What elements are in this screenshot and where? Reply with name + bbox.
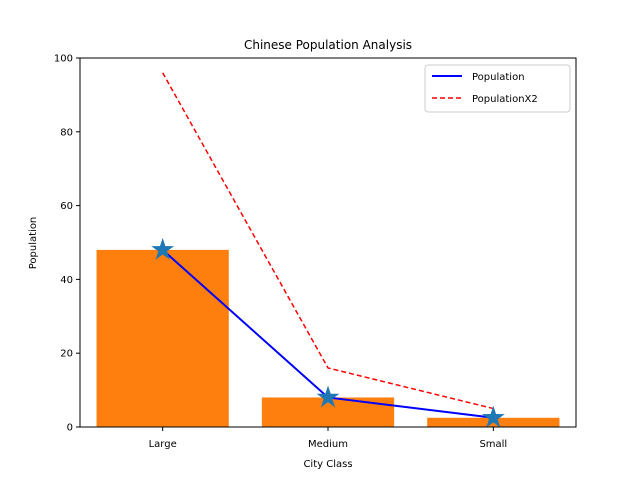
legend: Population PopulationX2 [424, 64, 571, 113]
y-tick-label-20: 20 [60, 349, 73, 360]
y-tick-label-0: 0 [67, 423, 73, 434]
y-tick-label-40: 40 [60, 275, 73, 286]
star-marker-large [151, 237, 175, 260]
bar-large [96, 249, 229, 427]
y-axis: 0 20 40 60 80 100 [54, 54, 80, 434]
star-marker-small [481, 405, 505, 428]
y-tick-label-100: 100 [54, 54, 73, 65]
bars-layer [96, 249, 560, 427]
markers-layer [151, 237, 505, 428]
y-tick-label-80: 80 [60, 127, 73, 138]
star-marker-medium [316, 385, 340, 408]
bar-small [427, 417, 560, 427]
series-line-populationx2 [162, 72, 494, 410]
x-tick-label-medium: Medium [308, 439, 348, 450]
x-tick-label-small: Small [479, 439, 507, 450]
x-axis: Large Medium Small [149, 427, 507, 450]
y-axis-label: Population [28, 217, 39, 270]
chart-title: Chinese Population Analysis [244, 38, 412, 52]
x-tick-label-large: Large [149, 439, 177, 450]
y-tick-label-60: 60 [60, 201, 73, 212]
x-axis-label: City Class [303, 459, 352, 470]
legend-label-populationx2: PopulationX2 [472, 94, 538, 105]
legend-label-population: Population [472, 72, 525, 83]
